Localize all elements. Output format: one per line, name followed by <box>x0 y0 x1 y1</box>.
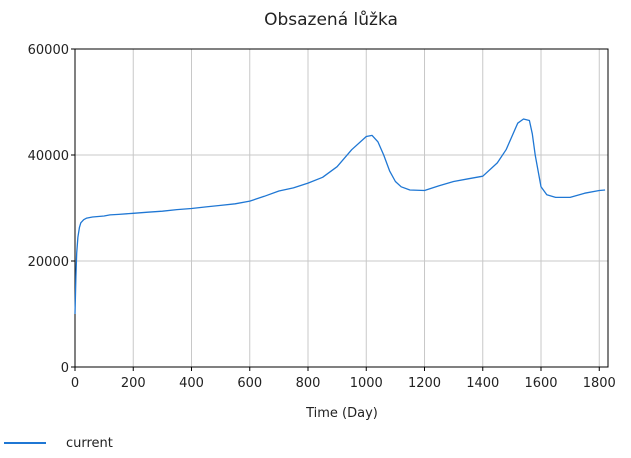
grid <box>75 49 608 367</box>
axis-ticks: 0 200 400 600 800 1000 1200 1400 1600 1800 0 20000 4… <box>28 43 616 391</box>
x-axis-label: Time (Day) <box>305 406 378 421</box>
x-tick-label: 600 <box>237 376 262 391</box>
legend-label-current: current <box>66 436 113 451</box>
chart-title: Obsazená lůžka <box>264 10 398 30</box>
x-tick-label: 1200 <box>408 376 441 391</box>
y-tick-label: 40000 <box>28 149 69 164</box>
x-tick-label: 200 <box>121 376 146 391</box>
y-tick-label: 0 <box>61 361 69 376</box>
series-layer <box>74 118 606 315</box>
series-line-current <box>74 118 606 315</box>
legend: current <box>4 436 113 451</box>
y-tick-label: 60000 <box>28 43 69 58</box>
x-tick-label: 800 <box>296 376 321 391</box>
x-tick-label: 1000 <box>350 376 383 391</box>
x-tick-label: 0 <box>71 376 79 391</box>
x-tick-label: 1600 <box>524 376 557 391</box>
plot-frame <box>74 48 609 368</box>
x-tick-label: 1800 <box>583 376 616 391</box>
y-tick-label: 20000 <box>28 255 69 270</box>
x-tick-label: 1400 <box>466 376 499 391</box>
x-tick-label: 400 <box>179 376 204 391</box>
